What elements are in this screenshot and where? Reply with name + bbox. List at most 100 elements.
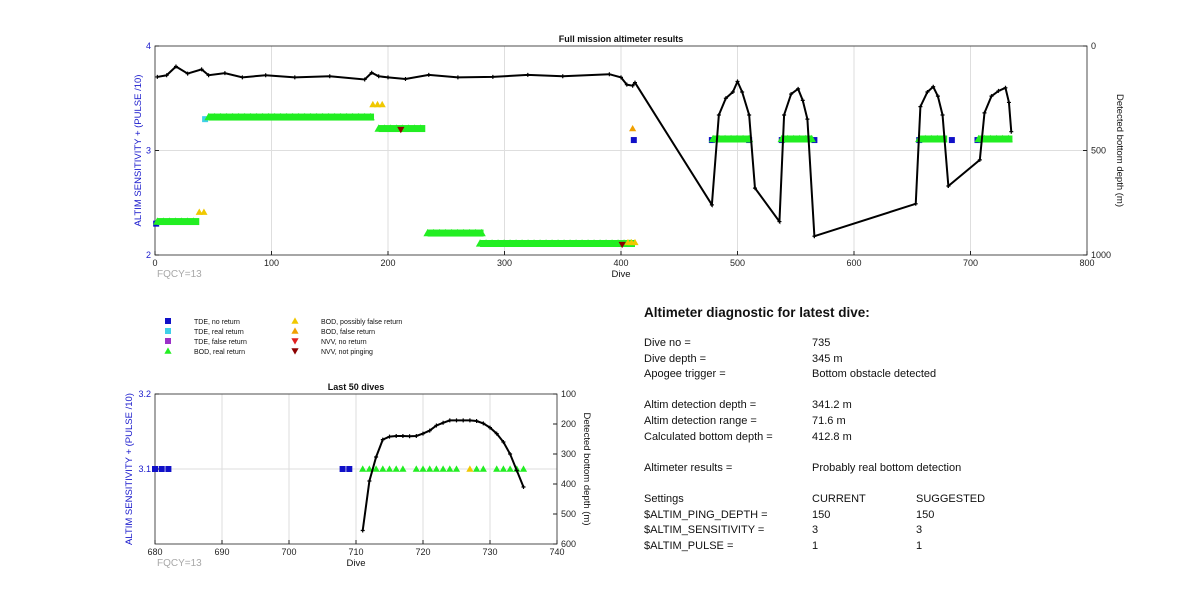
x-axis-label: Dive bbox=[611, 269, 630, 280]
bod-marker bbox=[264, 112, 273, 121]
legend-item: NVV, not pinging bbox=[291, 348, 373, 356]
depth-point bbox=[481, 421, 486, 426]
depth-point bbox=[782, 112, 787, 117]
series-bod-false-return bbox=[629, 124, 637, 132]
x-tick-label: 500 bbox=[730, 258, 745, 268]
setting-row: $ALTIM_PING_DEPTH = 150 150 bbox=[644, 508, 1164, 524]
data-marker bbox=[519, 465, 528, 472]
depth-point bbox=[494, 431, 499, 436]
x-tick-label: 740 bbox=[549, 547, 564, 557]
data-marker bbox=[359, 465, 367, 472]
bod-marker bbox=[204, 112, 213, 121]
bod-marker bbox=[447, 228, 456, 237]
data-marker bbox=[506, 465, 514, 472]
bod-marker bbox=[992, 134, 1001, 143]
depth-point bbox=[414, 434, 419, 438]
depth-point bbox=[447, 418, 452, 423]
bod-marker bbox=[228, 112, 237, 121]
data-marker bbox=[339, 466, 346, 472]
bod-marker bbox=[429, 228, 438, 237]
bod-marker bbox=[547, 239, 557, 247]
data-marker bbox=[372, 465, 380, 472]
setting-row: $ALTIM_PULSE = 1 1 bbox=[644, 539, 1164, 555]
bod-marker bbox=[595, 239, 605, 247]
depth-point bbox=[624, 82, 629, 87]
bod-marker bbox=[708, 134, 718, 143]
data-marker bbox=[165, 466, 172, 472]
depth-point bbox=[441, 420, 446, 425]
bod-marker bbox=[360, 112, 369, 121]
data-marker bbox=[373, 100, 382, 108]
bod-marker bbox=[246, 112, 255, 121]
bod-marker bbox=[789, 134, 798, 143]
depth-point bbox=[164, 73, 169, 78]
depth-point bbox=[735, 79, 740, 84]
bod-marker bbox=[505, 239, 515, 247]
bod-marker bbox=[726, 134, 736, 143]
series-bottom-depth bbox=[155, 64, 1014, 239]
apogee-row: Apogee trigger = Bottom obstacle detected bbox=[644, 367, 1164, 383]
bod-marker bbox=[177, 217, 186, 225]
diagnostic-title: Altimeter diagnostic for latest dive: bbox=[644, 305, 870, 320]
setting-suggested: 1 bbox=[916, 539, 923, 552]
depth-point bbox=[514, 468, 519, 473]
depth-point bbox=[394, 434, 399, 438]
bod-band bbox=[157, 218, 200, 226]
bod-marker bbox=[921, 134, 930, 143]
series-bod-possibly-false-return bbox=[195, 100, 639, 246]
setting-name: $ALTIM_SENSITIVITY = bbox=[644, 524, 765, 537]
bod-marker bbox=[222, 112, 231, 121]
dive-no-row: Dive no = 735 bbox=[644, 336, 1164, 352]
altim-depth-row: Altim detection depth = 341.2 m bbox=[644, 398, 1164, 414]
bod-marker bbox=[288, 112, 297, 121]
bod-marker bbox=[354, 112, 363, 121]
bod-marker bbox=[416, 124, 425, 132]
setting-name: $ALTIM_PING_DEPTH = bbox=[644, 508, 768, 521]
depth-line bbox=[361, 419, 525, 531]
legend-label: NVV, not pinging bbox=[321, 349, 373, 356]
depth-point bbox=[619, 75, 623, 80]
legend-item: BOD, possibly false return bbox=[291, 317, 402, 326]
y2-tick-label: 400 bbox=[561, 479, 576, 489]
bod-marker bbox=[565, 239, 575, 247]
y-tick-label: 3 bbox=[146, 146, 151, 156]
depth-point bbox=[488, 425, 492, 430]
data-marker bbox=[200, 208, 208, 215]
bod-marker bbox=[312, 112, 321, 121]
depth-point bbox=[521, 485, 526, 489]
depth-line bbox=[157, 65, 1013, 238]
marker-legend: TDE, no return TDE, real return TDE, false… bbox=[164, 317, 402, 356]
data-marker bbox=[369, 100, 377, 108]
legend-item: NVV, no return bbox=[291, 338, 367, 346]
bod-marker bbox=[974, 134, 983, 143]
depth-point bbox=[369, 70, 374, 75]
setting-current: 150 bbox=[812, 508, 831, 521]
bod-marker bbox=[986, 134, 995, 143]
series-bod-real-return bbox=[153, 112, 1013, 248]
setting-name: $ALTIM_PULSE = bbox=[644, 539, 734, 552]
depth-point bbox=[199, 67, 204, 72]
x-tick-label: 100 bbox=[264, 258, 279, 268]
data-marker bbox=[446, 465, 454, 472]
bod-marker bbox=[795, 134, 804, 143]
depth-point bbox=[607, 72, 612, 77]
depth-point bbox=[996, 88, 1001, 93]
depth-point bbox=[925, 89, 930, 94]
dive-no-label: Dive no = bbox=[644, 337, 691, 349]
bod-marker bbox=[475, 239, 485, 247]
bod-marker bbox=[499, 239, 509, 247]
depth-point bbox=[800, 98, 805, 103]
bod-marker bbox=[276, 112, 285, 121]
depth-point bbox=[796, 86, 801, 91]
depth-point bbox=[1003, 85, 1008, 90]
results-row: Altimeter results = Probably real bottom … bbox=[644, 461, 1164, 477]
apogee-label: Apogee trigger = bbox=[644, 368, 726, 381]
legend-marker bbox=[165, 328, 171, 334]
bod-marker bbox=[553, 239, 563, 247]
altim-depth-value: 341.2 m bbox=[812, 399, 852, 412]
bod-marker bbox=[927, 134, 936, 143]
series-bottom-depth bbox=[360, 418, 526, 533]
legend-item: BOD, false return bbox=[291, 327, 375, 336]
bod-marker bbox=[189, 217, 198, 225]
legend-label: BOD, possibly false return bbox=[321, 319, 402, 326]
